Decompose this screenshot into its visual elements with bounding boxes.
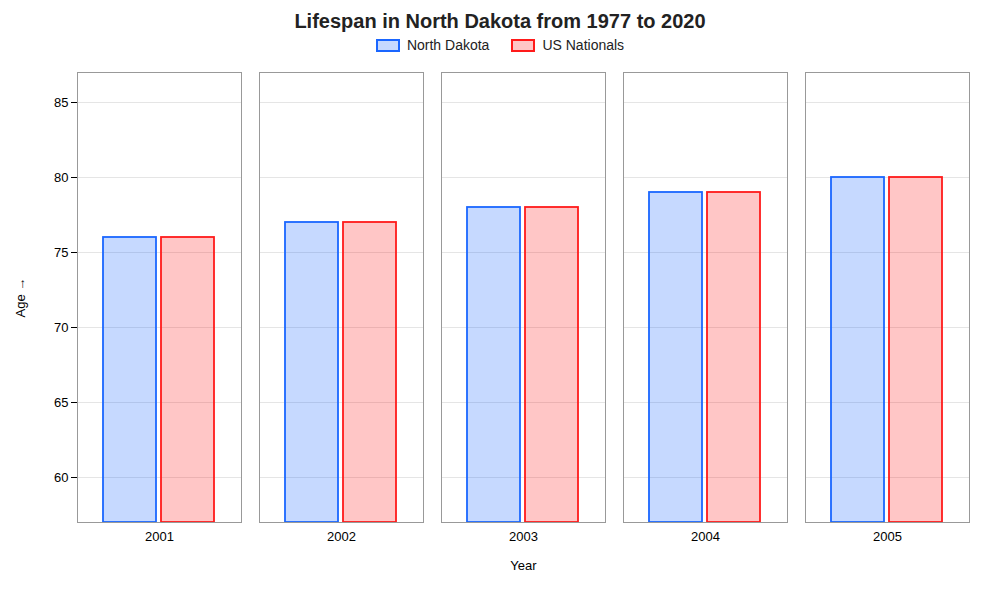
svg-text:Age →: Age →	[13, 278, 28, 318]
svg-text:2004: 2004	[691, 529, 720, 544]
svg-text:80: 80	[54, 170, 68, 185]
svg-text:2002: 2002	[327, 529, 356, 544]
html-text:Lifespan in North Dakota from: Lifespan in North Dakota from 1977 to 20…	[294, 10, 706, 32]
html-text:North Dakota: North Dakota	[406, 37, 490, 53]
svg-text:60: 60	[54, 470, 68, 485]
svg-text:2003: 2003	[509, 529, 538, 544]
svg-text:2005: 2005	[873, 529, 902, 544]
svg-text:70: 70	[54, 320, 68, 335]
svg-text:75: 75	[54, 245, 68, 260]
html-text:US Nationals: US Nationals	[542, 37, 625, 53]
svg-text:2001: 2001	[145, 529, 174, 544]
svg-text:65: 65	[54, 395, 68, 410]
svg-text:85: 85	[54, 95, 68, 110]
svg-text:Year: Year	[510, 558, 537, 573]
